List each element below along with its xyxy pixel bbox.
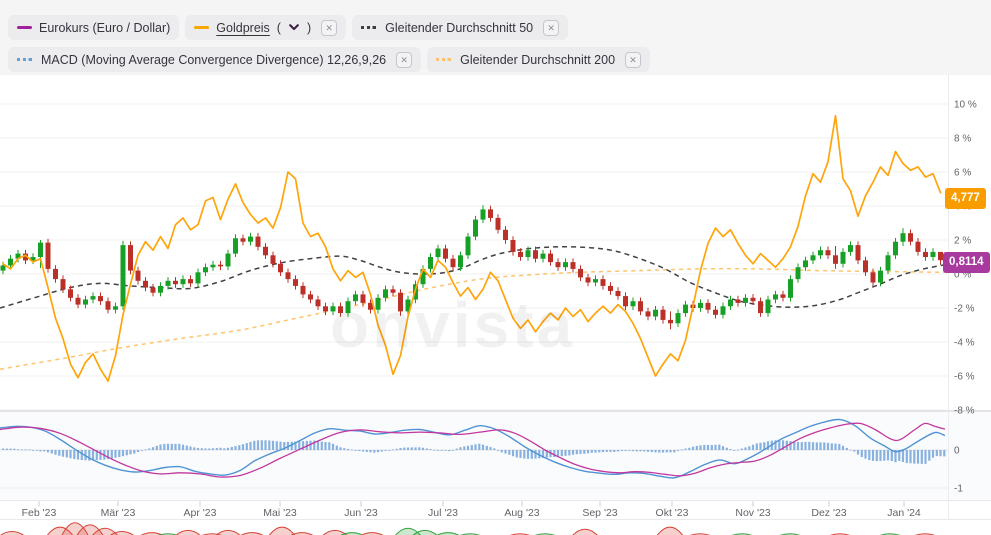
indicator-legend: Eurokurs (Euro / Dollar) Goldpreis() ✕ Glei… bbox=[0, 0, 991, 75]
svg-text:8 %: 8 % bbox=[954, 134, 971, 145]
legend-chip-macd[interactable]: MACD (Moving Average Convergence Diverge… bbox=[8, 47, 422, 72]
svg-text:Aug '23: Aug '23 bbox=[504, 507, 539, 519]
legend-label: MACD (Moving Average Convergence Diverge… bbox=[41, 52, 387, 67]
gd200-color-swatch bbox=[436, 58, 454, 61]
goldpreis-line bbox=[2, 115, 942, 382]
ma50-line bbox=[0, 246, 946, 309]
svg-text:-4 %: -4 % bbox=[954, 338, 975, 349]
macd-color-swatch bbox=[17, 58, 34, 61]
svg-text:Dez '23: Dez '23 bbox=[811, 507, 846, 519]
legend-chip-gd200[interactable]: Gleitender Durchschnitt 200 ✕ bbox=[427, 47, 651, 72]
legend-label: Gleitender Durchschnitt 200 bbox=[460, 52, 616, 67]
legend-chip-goldpreis[interactable]: Goldpreis () ✕ bbox=[185, 15, 347, 40]
svg-text:10 %: 10 % bbox=[954, 100, 977, 111]
svg-text:-2 %: -2 % bbox=[954, 304, 975, 315]
paren-open: ( bbox=[276, 20, 281, 35]
svg-text:Sep '23: Sep '23 bbox=[582, 507, 617, 519]
close-icon: ✕ bbox=[400, 54, 408, 65]
macd-histogram bbox=[1, 440, 946, 464]
svg-text:-1: -1 bbox=[954, 484, 963, 495]
eurokurs-color-swatch bbox=[17, 26, 32, 29]
remove-gd200-button[interactable]: ✕ bbox=[625, 51, 642, 68]
macd-line bbox=[0, 418, 946, 479]
gd50-color-swatch bbox=[361, 26, 379, 29]
svg-text:0 %: 0 % bbox=[954, 270, 971, 281]
svg-text:-6 %: -6 % bbox=[954, 372, 975, 383]
legend-label: Goldpreis bbox=[216, 20, 270, 35]
legend-label: Gleitender Durchschnitt 50 bbox=[385, 20, 534, 35]
close-icon: ✕ bbox=[325, 22, 333, 33]
euro-price-badge: 0,8114 bbox=[943, 252, 990, 273]
svg-text:Feb '23: Feb '23 bbox=[22, 507, 57, 519]
legend-chip-eurokurs[interactable]: Eurokurs (Euro / Dollar) bbox=[8, 15, 180, 40]
chevron-down-icon[interactable] bbox=[289, 24, 299, 31]
goldpreis-color-swatch bbox=[194, 26, 210, 29]
legend-chip-gd50[interactable]: Gleitender Durchschnitt 50 ✕ bbox=[352, 15, 569, 40]
gold-price-badge: 4,777 bbox=[945, 188, 986, 209]
svg-text:Apr '23: Apr '23 bbox=[184, 507, 217, 519]
svg-text:0: 0 bbox=[954, 446, 960, 457]
close-icon: ✕ bbox=[629, 54, 637, 65]
close-icon: ✕ bbox=[547, 22, 555, 33]
legend-label: Eurokurs (Euro / Dollar) bbox=[39, 20, 171, 35]
paren-close: ) bbox=[306, 20, 312, 35]
svg-text:6 %: 6 % bbox=[954, 168, 971, 179]
ma200-line bbox=[0, 267, 946, 370]
svg-text:-8 %: -8 % bbox=[954, 406, 975, 417]
svg-text:Nov '23: Nov '23 bbox=[735, 507, 770, 519]
x-axis-labels: Feb '23 Mär '23 Apr '23 Mai '23 Jun '23 Jul '… bbox=[22, 501, 921, 519]
svg-text:Mär '23: Mär '23 bbox=[101, 507, 136, 519]
macd-signal-line bbox=[0, 422, 946, 478]
svg-text:2 %: 2 % bbox=[954, 236, 971, 247]
remove-gd50-button[interactable]: ✕ bbox=[543, 19, 560, 36]
remove-goldpreis-button[interactable]: ✕ bbox=[321, 19, 338, 36]
svg-text:Jun '23: Jun '23 bbox=[344, 507, 378, 519]
svg-text:Jul '23: Jul '23 bbox=[428, 507, 458, 519]
svg-text:Okt '23: Okt '23 bbox=[656, 507, 689, 519]
svg-text:Mai '23: Mai '23 bbox=[263, 507, 297, 519]
remove-macd-button[interactable]: ✕ bbox=[396, 51, 413, 68]
svg-text:Jan '24: Jan '24 bbox=[887, 507, 921, 519]
minimap-strip[interactable] bbox=[0, 522, 939, 535]
